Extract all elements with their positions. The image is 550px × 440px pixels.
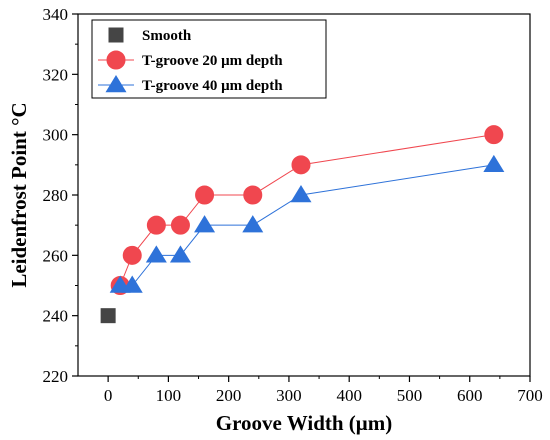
x-tick-label: 300 [276,386,302,405]
legend-marker-square [108,27,124,43]
y-tick-label: 340 [43,5,69,24]
y-tick-label: 220 [43,367,69,386]
data-point-triangle [290,185,312,203]
y-tick-label: 240 [43,307,69,326]
data-point-circle [291,155,311,175]
legend-label: T-groove 40 μm depth [142,78,283,94]
data-point-circle [484,125,504,145]
y-tick-label: 260 [43,246,69,265]
data-point-circle [170,215,190,235]
data-point-square [100,308,116,324]
x-tick-label: 500 [397,386,423,405]
y-tick-label: 300 [43,126,69,145]
x-axis-title: Groove Width (μm) [216,411,392,435]
legend-marker-triangle [105,75,127,93]
data-point-circle [243,185,263,205]
x-tick-label: 600 [457,386,483,405]
y-tick-label: 320 [43,65,69,84]
data-point-circle [122,245,142,265]
x-tick-label: 0 [104,386,113,405]
data-point-triangle [194,215,216,233]
legend-label: Smooth [142,28,192,44]
x-tick-label: 200 [216,386,242,405]
legend-marker-circle [106,50,126,70]
legend: Smooth T-groove 20 μm depth T-groove 40 μm… [91,19,327,99]
axes: 0 100 200 300 400 500 600 700 220 240 260 280 300 320… [43,5,543,405]
series-lines [119,134,494,286]
y-tick-label: 280 [43,186,69,205]
legend-label: T-groove 20 μm depth [142,53,283,69]
data-point-triangle [483,154,505,173]
data-point-triangle [169,245,191,263]
data-point-circle [195,185,215,205]
x-tick-label: 100 [156,386,182,405]
series-markers [100,125,505,324]
x-tick-label: 400 [336,386,362,405]
data-point-triangle [121,275,143,293]
data-point-circle [146,215,166,235]
series-line-1 [119,134,494,286]
y-axis-title: Leidenfrost Point °C [7,102,31,287]
data-point-triangle [242,215,264,233]
data-point-triangle [145,245,167,263]
x-tick-label: 700 [517,386,543,405]
